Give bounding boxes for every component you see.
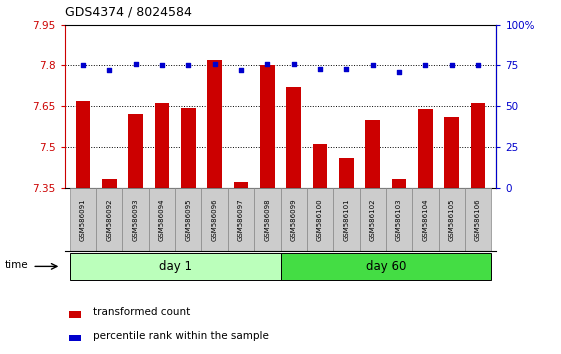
- Point: [368, 63, 377, 68]
- Text: GSM586100: GSM586100: [317, 198, 323, 241]
- Text: GSM586099: GSM586099: [291, 198, 297, 241]
- Bar: [96, 188, 122, 251]
- Point: [131, 61, 140, 67]
- Bar: [444, 117, 459, 188]
- Bar: [287, 87, 301, 188]
- Point: [473, 63, 482, 68]
- Bar: [280, 253, 491, 280]
- Bar: [70, 188, 96, 251]
- Bar: [175, 188, 201, 251]
- Point: [237, 68, 246, 73]
- Bar: [128, 114, 143, 188]
- Point: [263, 61, 272, 67]
- Text: GSM586106: GSM586106: [475, 198, 481, 241]
- Point: [394, 69, 403, 75]
- Text: GDS4374 / 8024584: GDS4374 / 8024584: [65, 5, 191, 18]
- Bar: [122, 188, 149, 251]
- Text: GSM586092: GSM586092: [106, 198, 112, 241]
- Bar: [471, 103, 485, 188]
- Bar: [365, 120, 380, 188]
- Text: GSM586091: GSM586091: [80, 198, 86, 241]
- Bar: [76, 101, 90, 188]
- Bar: [70, 253, 280, 280]
- Bar: [333, 188, 360, 251]
- Bar: [360, 188, 386, 251]
- Bar: [307, 188, 333, 251]
- Bar: [69, 311, 81, 318]
- Bar: [149, 188, 175, 251]
- Point: [289, 61, 298, 67]
- Point: [79, 63, 88, 68]
- Text: GSM586096: GSM586096: [211, 198, 218, 241]
- Bar: [254, 188, 280, 251]
- Point: [342, 66, 351, 72]
- Text: GSM586101: GSM586101: [343, 198, 350, 241]
- Bar: [339, 158, 353, 188]
- Bar: [439, 188, 465, 251]
- Text: GSM586095: GSM586095: [185, 198, 191, 241]
- Bar: [228, 188, 254, 251]
- Text: GSM586097: GSM586097: [238, 198, 244, 241]
- Text: day 1: day 1: [159, 260, 192, 273]
- Point: [421, 63, 430, 68]
- Bar: [155, 103, 169, 188]
- Text: day 60: day 60: [366, 260, 406, 273]
- Point: [210, 61, 219, 67]
- Text: GSM586098: GSM586098: [264, 198, 270, 241]
- Text: GSM586105: GSM586105: [449, 198, 455, 241]
- Bar: [280, 188, 307, 251]
- Bar: [181, 108, 196, 188]
- Text: GSM586102: GSM586102: [370, 198, 376, 241]
- Text: time: time: [5, 260, 29, 270]
- Bar: [412, 188, 439, 251]
- Point: [315, 66, 324, 72]
- Text: transformed count: transformed count: [93, 307, 190, 317]
- Point: [105, 68, 114, 73]
- Point: [447, 63, 456, 68]
- Point: [184, 63, 193, 68]
- Bar: [260, 65, 274, 188]
- Text: GSM586094: GSM586094: [159, 198, 165, 241]
- Bar: [201, 188, 228, 251]
- Bar: [208, 60, 222, 188]
- Bar: [102, 179, 117, 188]
- Bar: [465, 188, 491, 251]
- Text: percentile rank within the sample: percentile rank within the sample: [93, 331, 269, 341]
- Point: [158, 63, 167, 68]
- Text: GSM586093: GSM586093: [132, 198, 139, 241]
- Text: GSM586103: GSM586103: [396, 198, 402, 241]
- Bar: [418, 109, 433, 188]
- Bar: [313, 144, 327, 188]
- Text: GSM586104: GSM586104: [422, 198, 429, 241]
- Bar: [386, 188, 412, 251]
- Bar: [234, 182, 248, 188]
- Bar: [392, 179, 406, 188]
- Bar: [69, 335, 81, 341]
